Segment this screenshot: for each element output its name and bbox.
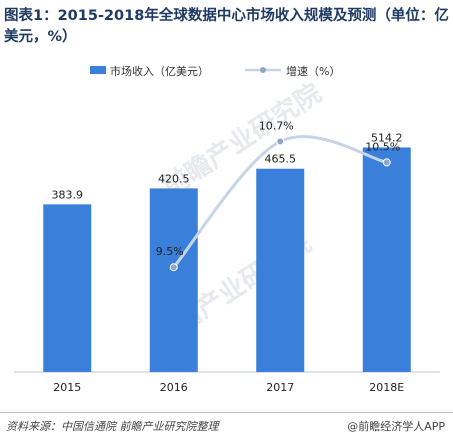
bar-value-label: 514.2 — [371, 131, 403, 144]
footer-divider — [0, 412, 453, 413]
bar-value-label: 383.9 — [52, 188, 84, 201]
bar — [149, 188, 198, 372]
bar-value-label: 420.5 — [158, 172, 190, 185]
growth-value-label: 10.5% — [365, 140, 400, 153]
growth-point — [276, 137, 285, 146]
source-note: 资料来源：中国信通院 前瞻产业研究院整理 — [6, 420, 219, 433]
x-tick-label: 2015 — [53, 381, 81, 394]
legend-line-swatch — [245, 67, 281, 73]
growth-value-label: 10.7% — [259, 119, 294, 132]
legend-line-label: 增速（%） — [286, 65, 341, 78]
growth-point — [169, 263, 178, 272]
legend: 市场收入（亿美元） 增速（%） — [0, 60, 453, 80]
bar — [43, 204, 92, 372]
bar — [362, 147, 411, 372]
x-tick-label: 2017 — [266, 381, 294, 394]
legend-bar-swatch — [90, 66, 106, 74]
bar-value-label: 465.5 — [265, 153, 297, 166]
legend-bar-label: 市场收入（亿美元） — [110, 65, 209, 78]
bar — [256, 168, 305, 372]
chart-title: 图表1：2015-2018年全球数据中心市场收入规模及预测（单位：亿美元，%） — [4, 8, 449, 45]
x-tick-label: 2016 — [160, 381, 188, 394]
credit-note: @前瞻经济学人APP — [347, 420, 445, 433]
x-tick-label: 2018E — [369, 381, 404, 394]
growth-point — [382, 158, 391, 167]
growth-value-label: 9.5% — [156, 245, 184, 258]
